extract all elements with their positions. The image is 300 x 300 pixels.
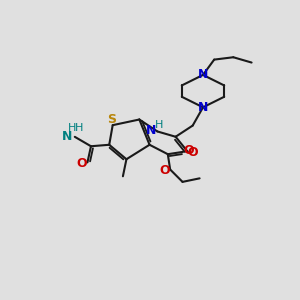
Text: O: O	[77, 158, 88, 170]
Text: O: O	[188, 146, 198, 159]
Text: N: N	[146, 124, 156, 137]
Text: N: N	[198, 68, 208, 81]
Text: N: N	[62, 130, 72, 143]
Text: O: O	[160, 164, 170, 178]
Text: O: O	[183, 144, 194, 157]
Text: H: H	[75, 123, 83, 133]
Text: N: N	[198, 101, 208, 114]
Text: H: H	[155, 120, 164, 130]
Text: S: S	[107, 113, 116, 126]
Text: H: H	[68, 123, 76, 133]
